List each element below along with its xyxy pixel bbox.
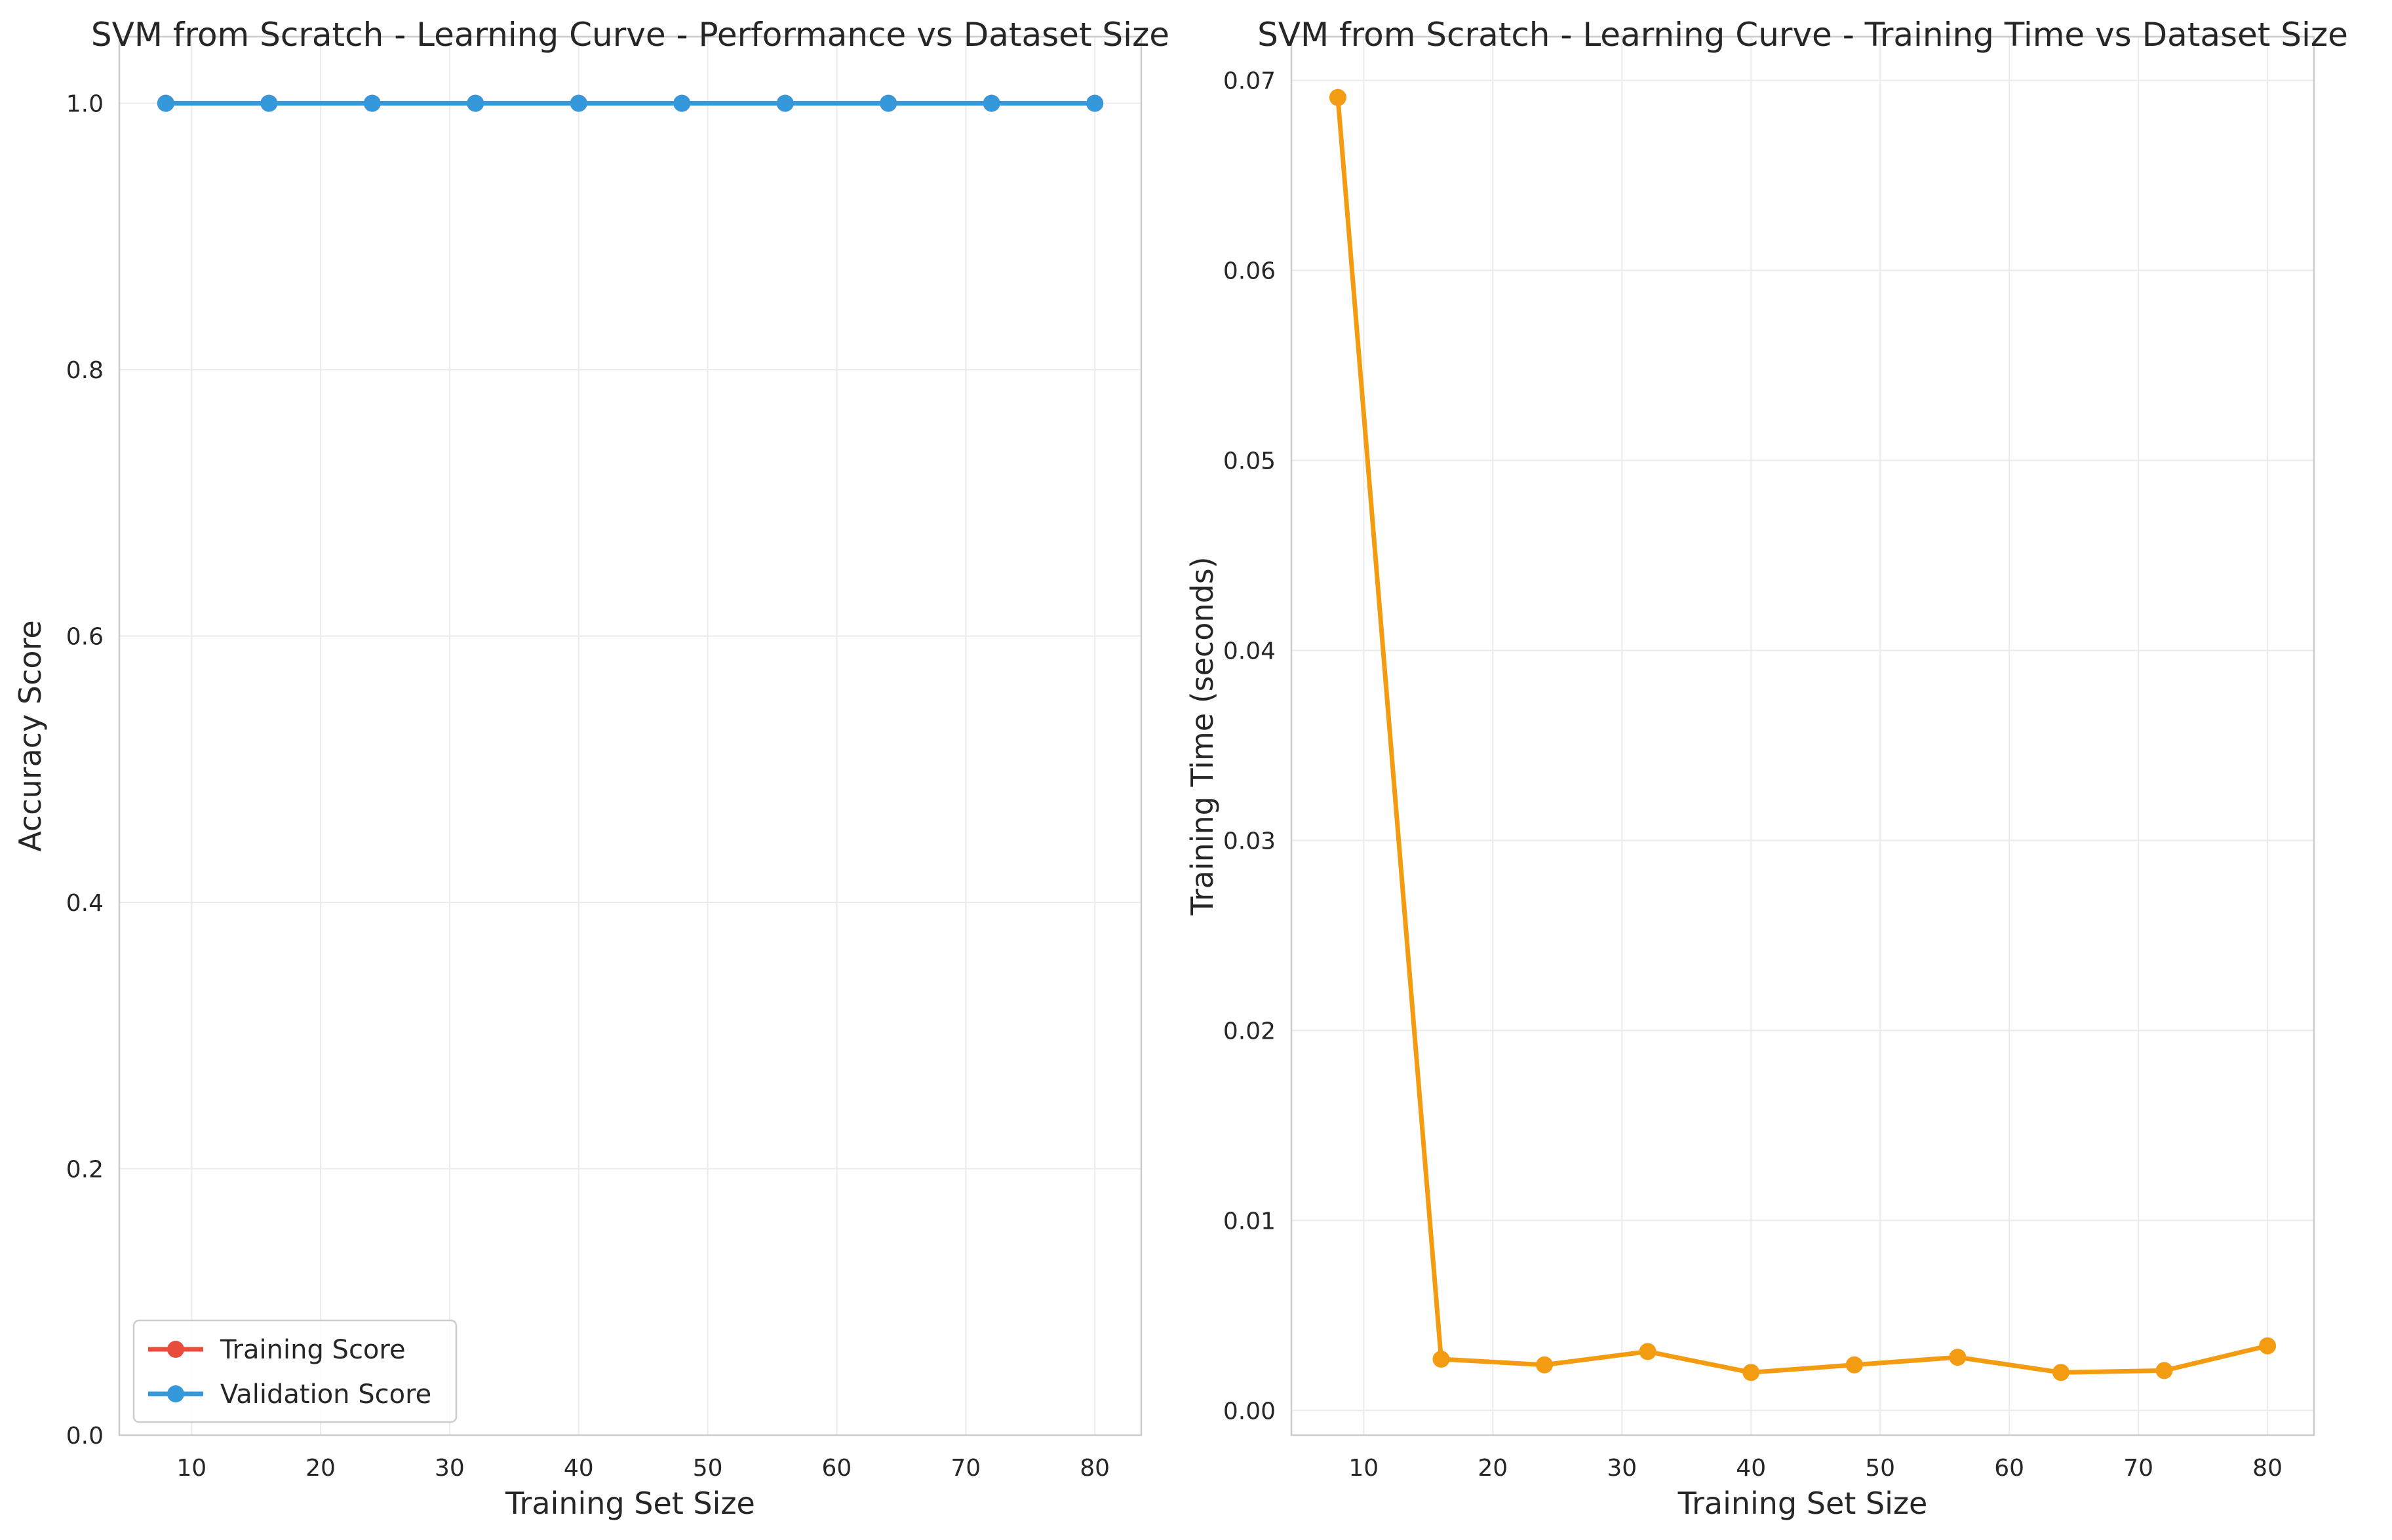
x-tick-label: 20 bbox=[1478, 1455, 1508, 1482]
x-tick-label: 40 bbox=[564, 1455, 594, 1482]
performance-chart-panel: 10 20 30 40 50 60 70 80 0.0 0.2 0.4 0.6 0.8 1.0 SVM fr… bbox=[12, 16, 1169, 1521]
training-time-chart-panel: 10 20 30 40 50 60 70 80 0.00 0.01 0.02 0.03 0.04 0.05… bbox=[1185, 16, 2348, 1521]
y-tick-label: 0.03 bbox=[1223, 828, 1276, 855]
data-point bbox=[1639, 1343, 1657, 1360]
chart-title: SVM from Scratch - Learning Curve - Trai… bbox=[1257, 16, 2348, 54]
plot-frame bbox=[1290, 35, 2315, 1436]
x-tick-label: 70 bbox=[2123, 1455, 2153, 1482]
data-point bbox=[2259, 1337, 2277, 1355]
y-tick-label: 0.07 bbox=[1223, 68, 1276, 95]
y-tick-label: 0.04 bbox=[1223, 638, 1276, 665]
x-tick-label: 30 bbox=[435, 1455, 465, 1482]
x-tick-label: 30 bbox=[1607, 1455, 1637, 1482]
y-tick-label: 0.05 bbox=[1223, 448, 1276, 475]
y-tick-label: 1.0 bbox=[66, 91, 104, 118]
data-point bbox=[880, 94, 897, 112]
x-tick-label: 10 bbox=[176, 1455, 206, 1482]
y-axis-label: Training Time (seconds) bbox=[1185, 556, 1220, 915]
data-point bbox=[363, 94, 381, 112]
legend-swatch-marker bbox=[167, 1385, 184, 1402]
legend-label: Validation Score bbox=[220, 1379, 431, 1410]
x-tick-label: 50 bbox=[693, 1455, 723, 1482]
x-tick-label: 80 bbox=[1080, 1455, 1110, 1482]
x-tick-label: 60 bbox=[1994, 1455, 2024, 1482]
chart-title: SVM from Scratch - Learning Curve - Perf… bbox=[91, 16, 1169, 54]
data-point bbox=[1536, 1356, 1554, 1374]
legend-box bbox=[132, 1319, 458, 1423]
data-point bbox=[1845, 1356, 1863, 1374]
x-tick-label: 50 bbox=[1865, 1455, 1895, 1482]
x-axis-label: Training Set Size bbox=[1677, 1486, 1928, 1521]
data-point bbox=[1086, 94, 1104, 112]
data-point bbox=[776, 94, 794, 112]
y-tick-label: 0.01 bbox=[1223, 1208, 1276, 1235]
legend-swatch-marker bbox=[167, 1341, 184, 1358]
data-point bbox=[2155, 1362, 2173, 1379]
x-tick-label: 40 bbox=[1736, 1455, 1766, 1482]
y-tick-label: 0.06 bbox=[1223, 258, 1276, 285]
data-point bbox=[2052, 1364, 2069, 1381]
y-tick-label: 0.8 bbox=[66, 357, 104, 384]
data-point bbox=[983, 94, 1000, 112]
x-tick-label: 20 bbox=[305, 1455, 336, 1482]
data-point bbox=[157, 94, 174, 112]
data-point bbox=[1432, 1351, 1450, 1368]
data-point bbox=[1949, 1349, 1967, 1366]
y-tick-label: 0.02 bbox=[1223, 1018, 1276, 1045]
x-tick-label: 10 bbox=[1348, 1455, 1379, 1482]
x-tick-label: 70 bbox=[951, 1455, 981, 1482]
data-point bbox=[673, 94, 691, 112]
data-point bbox=[1329, 88, 1346, 106]
x-axis-label: Training Set Size bbox=[505, 1486, 755, 1521]
y-tick-label: 0.0 bbox=[66, 1423, 104, 1450]
plot-frame bbox=[118, 35, 1143, 1436]
legend-label: Training Score bbox=[220, 1335, 406, 1365]
x-tick-label: 80 bbox=[2252, 1455, 2283, 1482]
data-point bbox=[467, 94, 484, 112]
data-point bbox=[260, 94, 278, 112]
data-point bbox=[570, 94, 587, 112]
y-tick-label: 0.6 bbox=[66, 624, 104, 651]
y-tick-label: 0.2 bbox=[66, 1157, 104, 1184]
series-line bbox=[1335, 95, 2270, 1375]
x-tick-label: 60 bbox=[822, 1455, 852, 1482]
data-point bbox=[1742, 1364, 1760, 1381]
y-tick-label: 0.4 bbox=[66, 890, 104, 917]
y-tick-label: 0.00 bbox=[1223, 1398, 1276, 1425]
y-axis-label: Accuracy Score bbox=[12, 620, 48, 851]
